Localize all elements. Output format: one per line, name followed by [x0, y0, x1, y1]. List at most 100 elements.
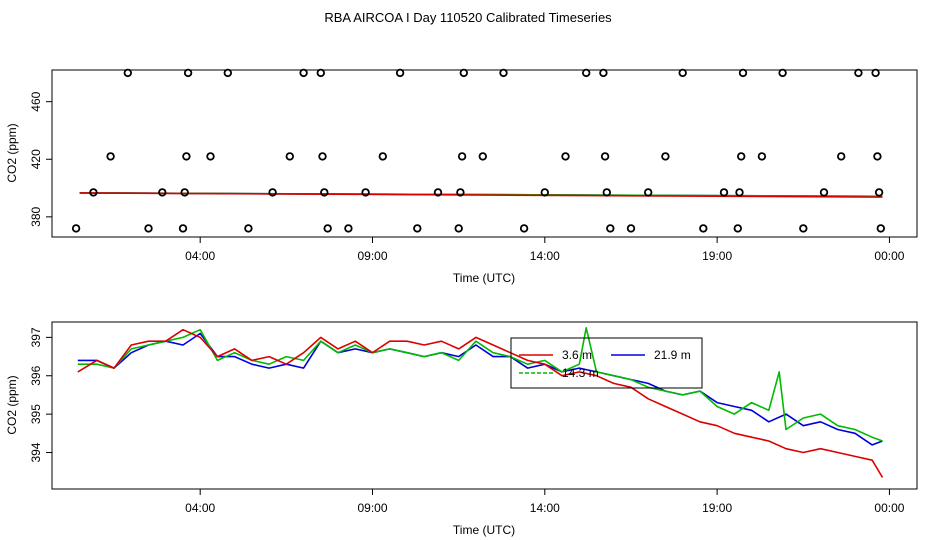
data-point — [320, 188, 329, 197]
top-x-axis-label: Time (UTC) — [453, 271, 515, 285]
data-point — [316, 68, 325, 78]
data-point — [871, 68, 880, 78]
bottom-y-tick-label: 394 — [29, 442, 43, 462]
top-series-line-3.6m — [79, 192, 883, 198]
bottom-series-line-14.3m — [77, 326, 883, 442]
data-point — [626, 224, 636, 233]
data-point — [499, 68, 508, 78]
bottom-data-marks — [77, 326, 884, 478]
data-point — [413, 224, 422, 233]
data-point — [519, 224, 529, 233]
bottom-x-tick-label: 00:00 — [874, 501, 904, 515]
legend-label-3.6m: 3.6 m — [562, 348, 592, 362]
top-x-tick-label: 19:00 — [702, 249, 732, 263]
data-point — [89, 188, 98, 197]
top-axes: 04:00 09:00 14:00 19:00 00:00 380 420 460 — [29, 91, 905, 263]
bottom-y-tick-label: 397 — [29, 327, 43, 347]
data-point — [874, 188, 884, 197]
data-point — [395, 68, 405, 78]
data-point — [206, 152, 215, 161]
bottom-plot-frame — [51, 321, 918, 490]
top-scatter-panel: Time (UTC) CO2 (ppm) 04:00 09:00 14:00 19:0… — [5, 68, 918, 285]
top-x-tick-label: 00:00 — [874, 249, 904, 263]
top-y-tick-label: 420 — [29, 149, 43, 169]
data-point — [819, 188, 829, 197]
data-point — [178, 224, 188, 233]
data-point — [344, 224, 353, 233]
data-point — [799, 224, 808, 233]
data-point — [644, 188, 653, 197]
data-point — [323, 224, 332, 233]
data-point — [735, 188, 744, 197]
data-point — [459, 68, 468, 78]
data-point — [757, 152, 767, 161]
bottom-y-tick-label: 395 — [29, 404, 43, 424]
data-point — [144, 224, 153, 233]
top-data-marks — [71, 68, 885, 233]
data-point — [733, 224, 742, 233]
data-point — [223, 68, 232, 78]
data-point — [582, 68, 591, 78]
data-point — [854, 68, 863, 78]
data-point — [540, 188, 549, 197]
data-point — [244, 224, 253, 233]
data-point — [600, 152, 610, 161]
data-point — [454, 224, 463, 233]
legend: 3.6 m 21.9 m 14.3 m — [510, 337, 703, 389]
data-point — [737, 152, 746, 161]
top-x-tick-label: 09:00 — [357, 249, 387, 263]
data-point — [778, 68, 787, 78]
data-point — [123, 68, 132, 78]
legend-box — [510, 337, 703, 389]
bottom-line-panel: Time (UTC) CO2 (ppm) 04:00 09:00 14:00 19:0… — [5, 321, 918, 537]
data-point — [318, 152, 327, 161]
bottom-series-line-3.6m — [77, 328, 884, 478]
data-point — [876, 224, 885, 233]
top-x-tick-label: 14:00 — [530, 249, 560, 263]
data-point — [699, 224, 708, 233]
data-point — [71, 224, 81, 233]
data-point — [158, 188, 167, 197]
data-point — [285, 152, 294, 161]
data-point — [661, 152, 670, 161]
data-point — [268, 188, 277, 197]
bottom-series-line-21.9m — [77, 332, 883, 446]
legend-label-21.9m: 21.9 m — [654, 348, 691, 362]
data-point — [561, 152, 570, 161]
data-point — [602, 188, 611, 197]
data-point — [456, 188, 465, 197]
data-point — [457, 152, 467, 161]
top-y-tick-label: 380 — [29, 207, 43, 227]
top-y-tick-label: 460 — [29, 91, 43, 111]
data-point — [361, 188, 370, 197]
data-point — [182, 152, 191, 161]
bottom-y-tick-label: 396 — [29, 365, 43, 385]
bottom-axes: 04:00 09:00 14:00 19:00 00:00 394 395 396 397 — [29, 327, 905, 515]
data-point — [606, 224, 615, 233]
data-point — [433, 188, 443, 197]
bottom-x-tick-label: 04:00 — [185, 501, 215, 515]
data-point — [719, 188, 729, 197]
data-point — [738, 68, 748, 78]
top-x-tick-label: 04:00 — [185, 249, 215, 263]
bottom-x-tick-label: 09:00 — [357, 501, 387, 515]
legend-label-14.3m: 14.3 m — [562, 366, 599, 380]
bottom-x-tick-label: 14:00 — [530, 501, 560, 515]
top-plot-frame — [51, 69, 918, 238]
data-point — [478, 152, 487, 161]
top-y-axis-label: CO2 (ppm) — [5, 123, 19, 182]
bottom-x-tick-label: 19:00 — [702, 501, 732, 515]
data-point — [678, 68, 687, 78]
data-point — [299, 68, 308, 78]
figure-title: RBA AIRCOA I Day 110520 Calibrated Times… — [324, 10, 612, 25]
bottom-x-axis-label: Time (UTC) — [453, 523, 515, 537]
data-point — [106, 152, 115, 161]
data-point — [180, 188, 189, 197]
data-point — [873, 152, 882, 161]
data-point — [837, 152, 846, 161]
data-point — [183, 68, 193, 78]
data-point — [378, 152, 387, 161]
bottom-y-axis-label: CO2 (ppm) — [5, 375, 19, 434]
data-point — [599, 68, 608, 78]
